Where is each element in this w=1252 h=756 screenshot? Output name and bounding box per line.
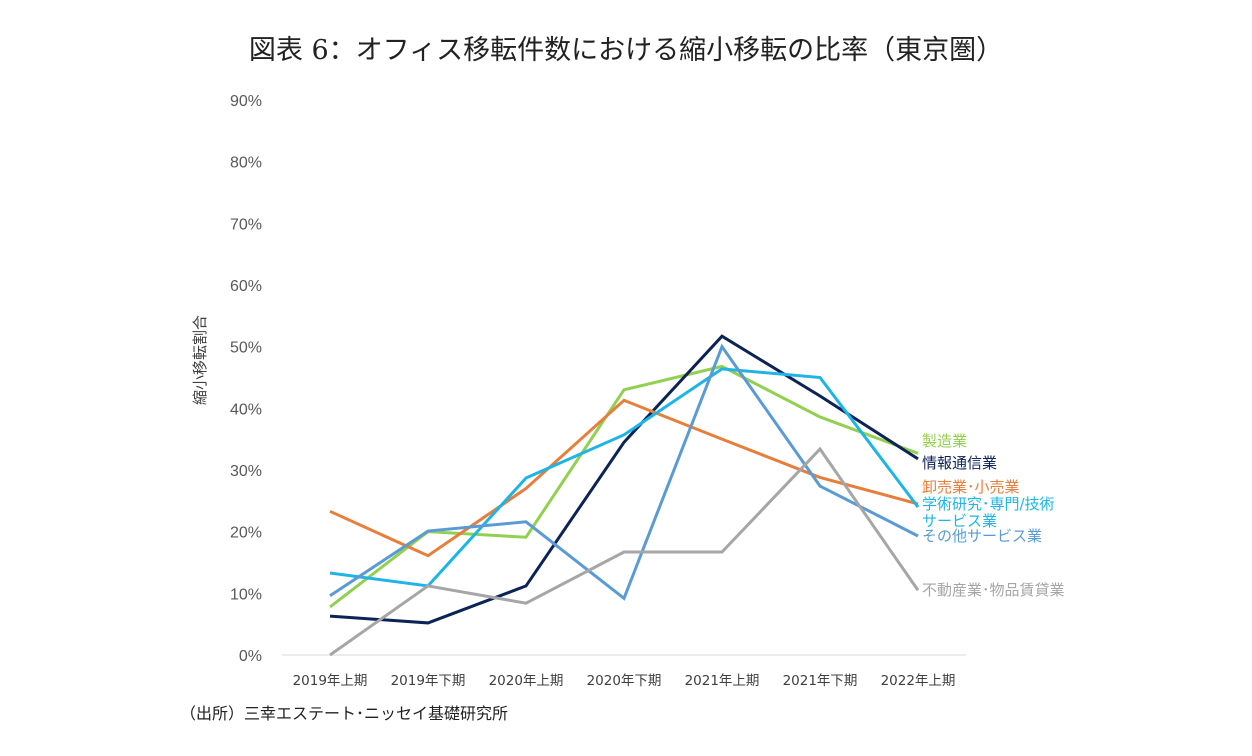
series-line [329,343,919,601]
x-tick-label: 2020年下期 [587,673,662,689]
y-tick-label: 30% [230,463,262,480]
series-label: その他サービス業 [922,527,1042,545]
y-tick-label: 20% [230,525,262,542]
y-tick-label: 50% [230,340,262,357]
y-tick-label: 0% [239,648,262,665]
y-tick-label: 90% [230,93,262,110]
x-tick-label: 2022年上期 [881,673,956,689]
y-tick-label: 60% [230,278,262,295]
series-label: 製造業 [922,432,967,450]
series-line [329,334,919,625]
series-label: 卸売業･小売業 [922,478,1020,496]
y-axis-label: 縮小移転割合 [191,315,209,405]
y-tick-label: 40% [230,401,262,418]
x-tick-label: 2019年下期 [391,673,466,689]
series-line [329,398,919,558]
y-tick-label: 10% [230,586,262,603]
x-tick-label: 2020年上期 [489,673,564,689]
x-tick-label: 2021年下期 [783,673,858,689]
series-label: 学術研究･専門/技術 [922,495,1055,513]
x-tick-label: 2021年上期 [685,673,760,689]
y-tick-label: 70% [230,216,262,233]
source-note: （出所）三幸エステート･ニッセイ基礎研究所 [180,704,509,723]
series-label: 不動産業･物品賃貸業 [922,581,1065,599]
y-tick-label: 80% [230,155,262,172]
chart-title: 図表 6：オフィス移転件数における縮小移転の比率（東京圏） [248,35,1004,66]
series-line [329,446,920,657]
x-tick-label: 2019年上期 [293,673,368,689]
series-label: 情報通信業 [922,454,997,472]
series-label: サービス業 [922,512,997,530]
